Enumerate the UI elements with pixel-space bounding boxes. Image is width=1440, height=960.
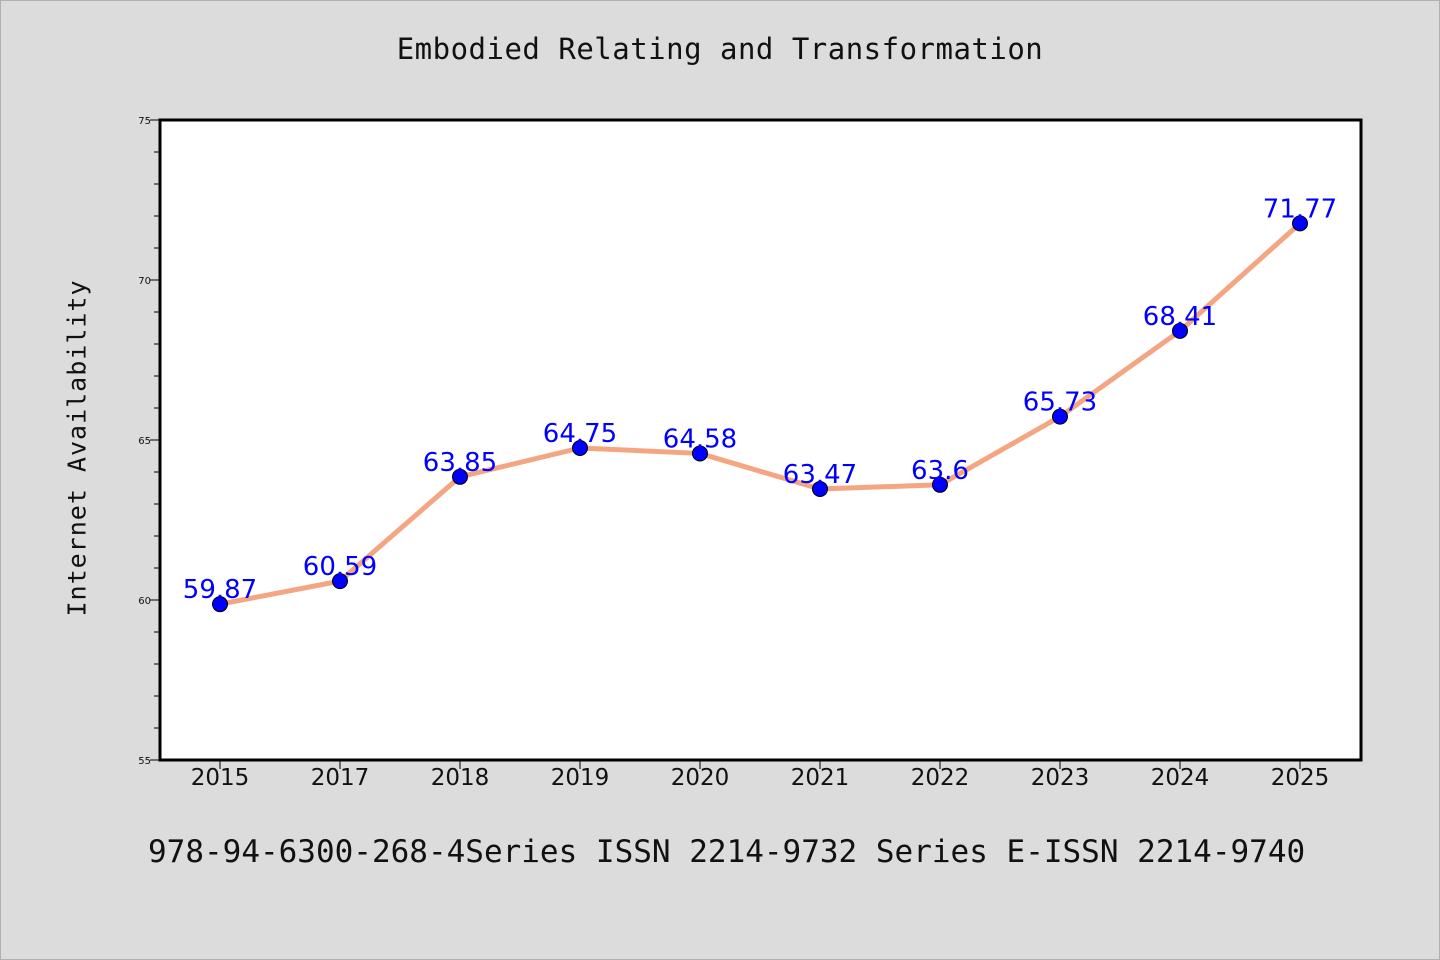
x-tick-label: 2019	[551, 765, 610, 791]
y-tick-label: 65	[138, 436, 151, 447]
data-point	[1052, 408, 1068, 425]
series: 59.87 60.59 63.85 64.75 64.58 63.47 63.6 65.73 6…	[183, 194, 1337, 613]
series-line	[217, 220, 1303, 607]
data-label: 64.75	[543, 419, 617, 449]
y-tick-label: 55	[138, 756, 151, 767]
data-point	[812, 480, 828, 497]
x-tick-label: 2024	[1151, 765, 1210, 791]
y-axis: 55 60 65 70 75	[138, 116, 160, 767]
y-tick-label: 75	[138, 116, 151, 127]
data-point	[1172, 322, 1188, 339]
x-tick-label: 2023	[1031, 765, 1090, 791]
data-label: 63.85	[423, 448, 497, 478]
x-tick-label: 2017	[311, 765, 370, 791]
y-tick-label: 70	[138, 276, 151, 287]
data-point	[332, 573, 348, 590]
data-label: 60.59	[303, 552, 377, 582]
data-label: 63.6	[911, 456, 969, 486]
data-point	[692, 445, 708, 462]
x-tick-label: 2018	[431, 765, 490, 791]
data-label: 64.58	[663, 424, 737, 454]
data-label: 59.87	[183, 575, 257, 605]
footer-isbn-issn: 978-94-6300-268-4Series ISSN 2214-9732 S…	[148, 834, 1306, 870]
data-label: 65.73	[1023, 388, 1097, 418]
chart-title: Embodied Relating and Transformation	[396, 32, 1044, 66]
data-point	[1292, 215, 1308, 232]
x-tick-label: 2015	[191, 765, 250, 791]
data-label: 68.41	[1143, 302, 1217, 332]
x-tick-label: 2025	[1271, 765, 1330, 791]
x-axis: 2015 2017 2018 2019 2020 2021 2022 2023 2024 2025	[191, 760, 1330, 791]
x-tick-label: 2020	[671, 765, 730, 791]
plot-area	[158, 118, 1363, 762]
data-point	[932, 476, 948, 493]
data-label: 63.47	[783, 460, 857, 490]
x-tick-label: 2021	[791, 765, 850, 791]
x-tick-label: 2022	[911, 765, 970, 791]
data-label: 71.77	[1263, 194, 1337, 224]
data-point	[572, 440, 588, 456]
y-tick-label: 60	[138, 596, 151, 607]
data-point	[212, 596, 228, 613]
data-point	[452, 468, 468, 485]
